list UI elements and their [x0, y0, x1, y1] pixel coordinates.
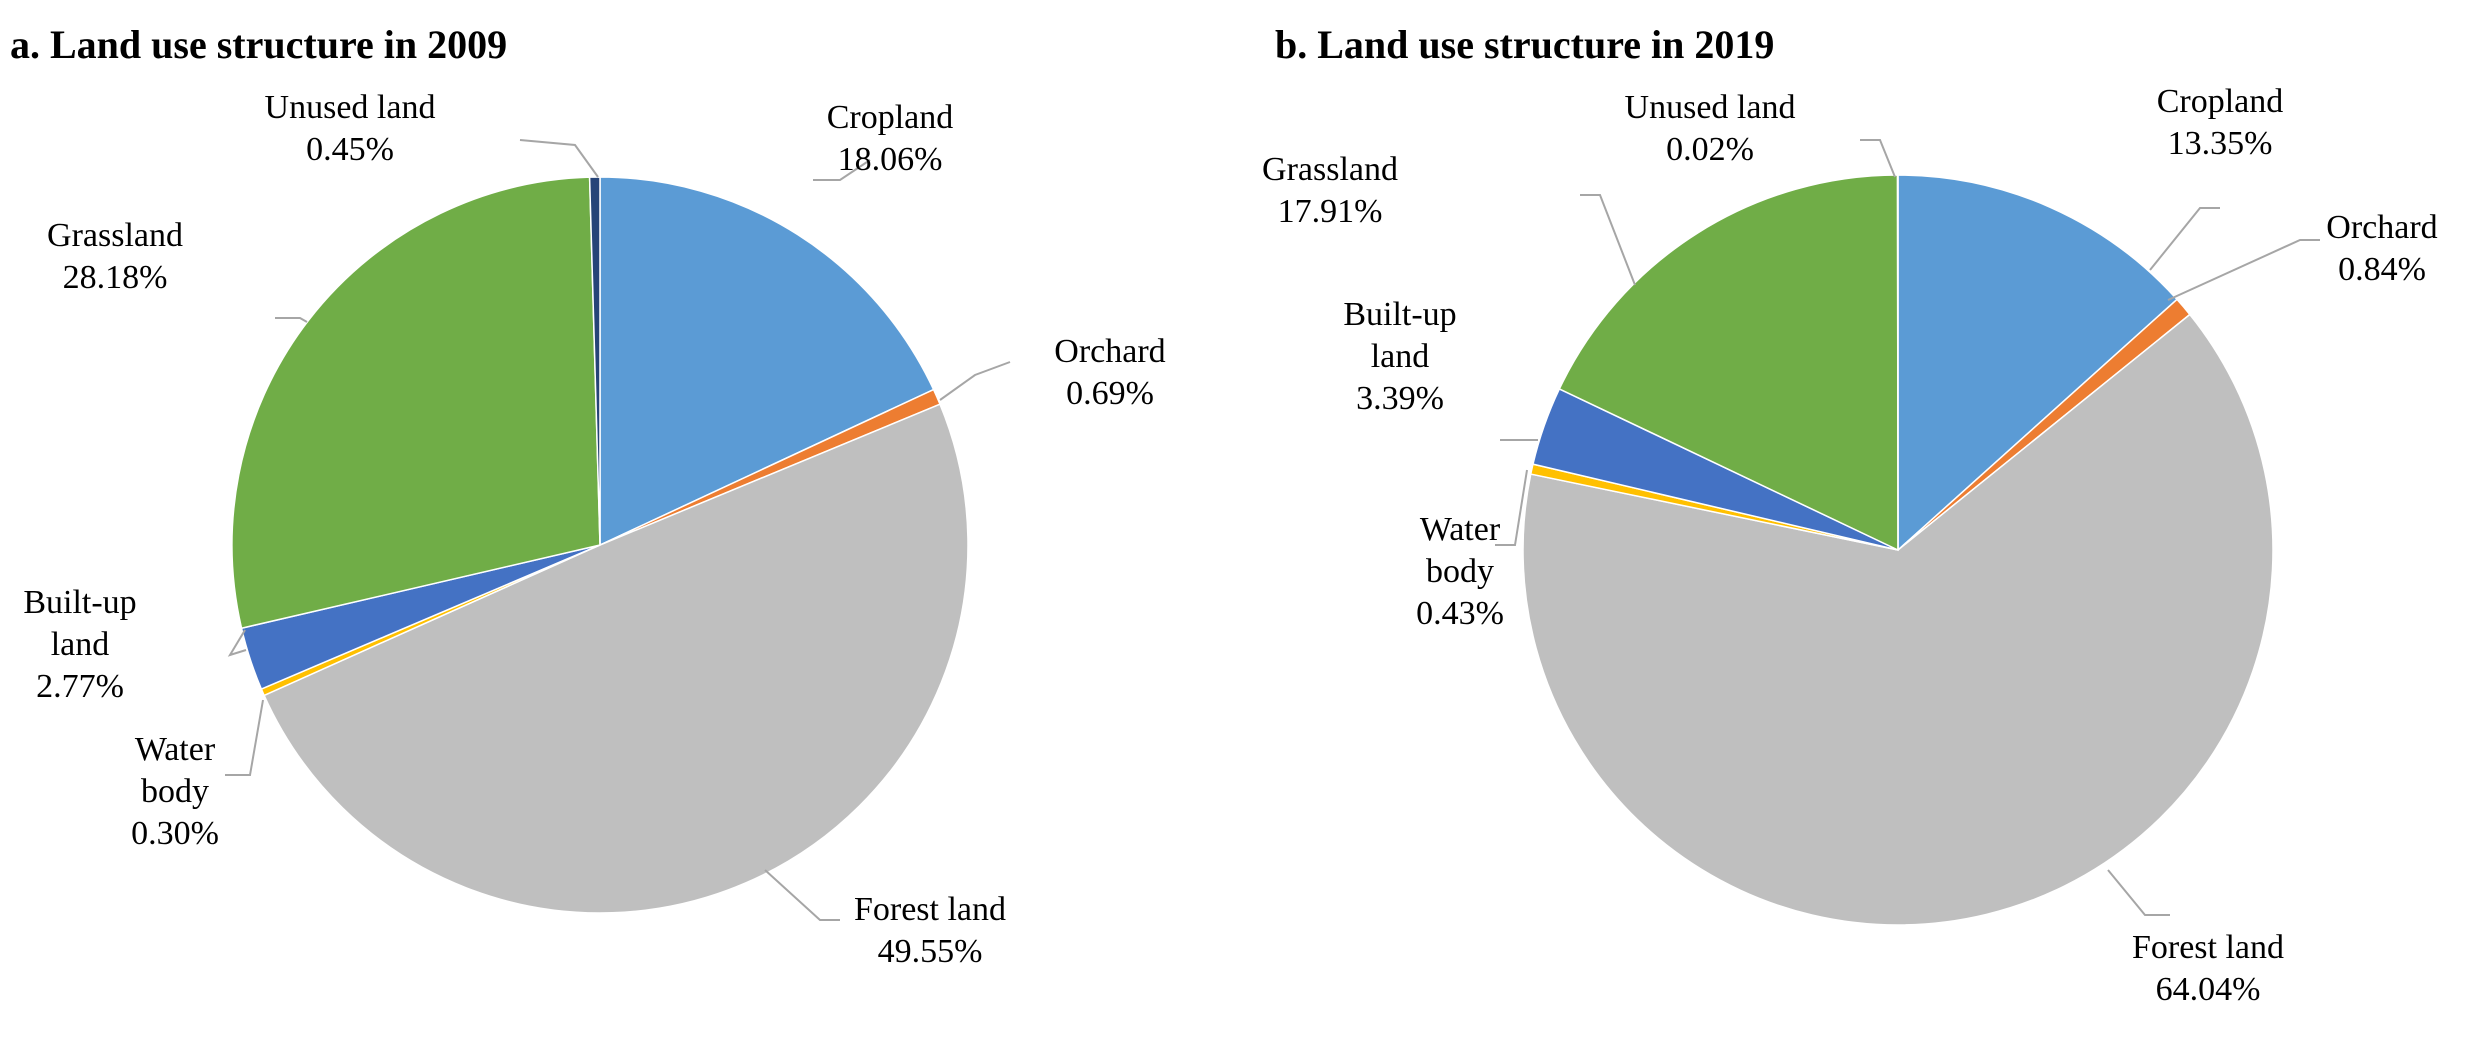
leader-line-built-up-land-2009	[227, 629, 247, 657]
leader-line-forest-land-2019	[2107, 869, 2170, 916]
data-label-cropland-2019: Cropland 13.35%	[2157, 83, 2284, 162]
leader-line-water-body-2019	[1495, 469, 1528, 546]
labels-2009: Cropland 18.06% Orchard 0.69% Forest land 49.…	[23, 89, 1165, 970]
slices-2009	[231, 176, 969, 914]
leader-line-orchard-2009	[939, 361, 1011, 401]
leader-line-forest-land-2009	[764, 869, 840, 921]
leader-line-orchard-2019	[2167, 239, 2320, 301]
slice-grassland-2019	[1558, 174, 1899, 552]
data-label-forest-land-2019: Forest land 64.04%	[2132, 929, 2284, 1008]
leader-line-grassland-2009	[275, 317, 308, 323]
data-label-orchard-2019: Orchard 0.84%	[2326, 209, 2437, 288]
data-label-built-up-land-2019: Built-up land 3.39%	[1343, 296, 1456, 417]
data-label-unused-land-2019: Unused land 0.02%	[1625, 89, 1796, 168]
labels-2019: Cropland 13.35% Orchard 0.84% Forest land 64.…	[1262, 83, 2438, 1008]
data-label-forest-land-2009: Forest land 49.55%	[854, 891, 1006, 970]
data-label-built-up-land-2009: Built-up land 2.77%	[23, 584, 136, 705]
pie-chart-2009: a. Land use structure in 2009 Cropland 18…	[10, 22, 1166, 970]
pie-chart-2019: b. Land use structure in 2019 Cropland 13…	[1262, 22, 2438, 1008]
leader-line-grassland-2019	[1580, 194, 1636, 286]
slice-cropland-2009	[599, 176, 935, 547]
chart-title-2019: b. Land use structure in 2019	[1275, 22, 1774, 67]
data-label-unused-land-2009: Unused land 0.45%	[265, 89, 436, 168]
leader-line-unused-land-2009	[519, 139, 599, 178]
leader-line-unused-land-2019	[1860, 139, 1896, 178]
slices-2019	[1522, 174, 2274, 926]
leader-line-water-body-2009	[225, 699, 264, 776]
slice-forest-land-2009	[263, 403, 969, 914]
slice-grassland-2009	[231, 176, 601, 630]
data-label-orchard-2009: Orchard 0.69%	[1054, 333, 1165, 412]
leader-line-cropland-2009	[813, 159, 871, 181]
slice-unused-land-2009	[588, 176, 601, 546]
chart-title-2009: a. Land use structure in 2009	[10, 22, 507, 67]
slice-forest-land-2019	[1522, 313, 2274, 926]
data-label-water-body-2009: Water body 0.30%	[131, 731, 219, 852]
leader-line-cropland-2019	[2149, 207, 2220, 271]
data-label-cropland-2009: Cropland 18.06%	[827, 99, 954, 178]
data-label-water-body-2019: Water body 0.43%	[1416, 511, 1504, 632]
slice-cropland-2019	[1897, 174, 2179, 552]
data-label-grassland-2019: Grassland 17.91%	[1262, 151, 1398, 230]
data-label-grassland-2009: Grassland 28.18%	[47, 217, 183, 296]
